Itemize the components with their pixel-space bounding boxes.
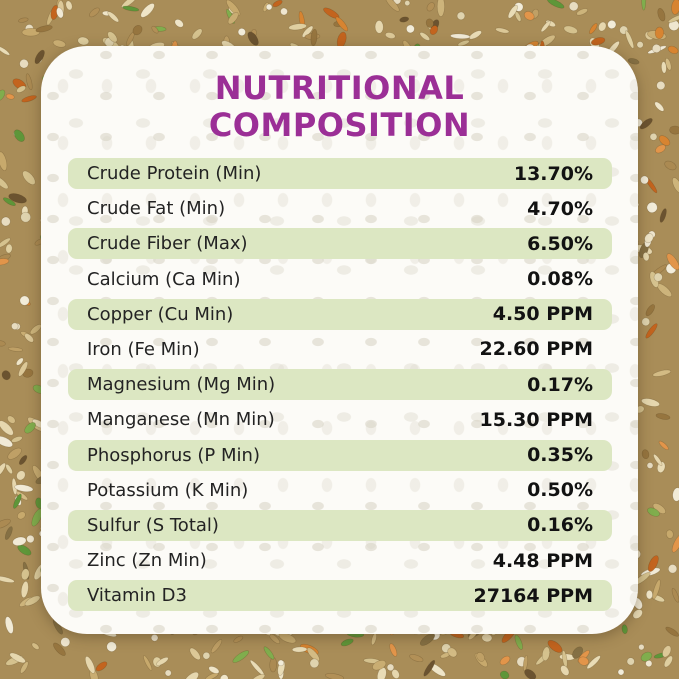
nutrient-value: 4.50 PPM (492, 303, 593, 326)
table-row: Magnesium (Mg Min) 0.17% (68, 369, 612, 401)
nutrient-label: Potassium (K Min) (87, 479, 249, 501)
nutrient-value: 6.50% (527, 232, 593, 255)
title-line-2: COMPOSITION (208, 106, 471, 144)
table-row: Manganese (Mn Min) 15.30 PPM (68, 404, 612, 435)
nutrient-label: Phosphorus (P Min) (87, 444, 260, 466)
nutrient-value: 0.50% (527, 479, 593, 502)
nutrition-card: NUTRITIONAL COMPOSITION Crude Protein (M… (41, 46, 638, 634)
nutrient-value: 4.70% (527, 197, 593, 220)
table-row: Copper (Cu Min) 4.50 PPM (68, 298, 612, 330)
table-row: Sulfur (S Total) 0.16% (68, 509, 612, 541)
nutrient-label: Calcium (Ca Min) (87, 268, 241, 290)
table-row: Vitamin D3 27164 PPM (68, 580, 612, 612)
nutrient-label: Crude Protein (Min) (87, 163, 262, 184)
nutrient-label: Magnesium (Mg Min) (87, 374, 276, 396)
nutrient-label: Manganese (Mn Min) (87, 409, 275, 431)
nutrition-table: Crude Protein (Min) 13.70% Crude Fat (Mi… (68, 158, 612, 612)
table-row: Crude Protein (Min) 13.70% (68, 158, 612, 189)
nutrient-value: 4.48 PPM (492, 549, 593, 572)
nutrient-label: Crude Fiber (Max) (87, 233, 248, 255)
nutrient-value: 27164 PPM (473, 584, 593, 607)
table-row: Potassium (K Min) 0.50% (68, 475, 612, 506)
table-row: Phosphorus (P Min) 0.35% (68, 439, 612, 471)
table-row: Iron (Fe Min) 22.60 PPM (68, 334, 612, 365)
nutrient-value: 0.08% (527, 268, 593, 291)
nutrient-label: Vitamin D3 (87, 585, 187, 607)
table-row: Zinc (Zn Min) 4.48 PPM (68, 545, 612, 576)
table-row: Crude Fiber (Max) 6.50% (68, 228, 612, 260)
title-line-1: NUTRITIONAL (214, 69, 465, 107)
nutrient-label: Crude Fat (Min) (87, 198, 226, 220)
nutrient-label: Iron (Fe Min) (87, 338, 200, 360)
table-row: Crude Fat (Min) 4.70% (68, 193, 612, 224)
nutrient-value: 22.60 PPM (479, 338, 593, 361)
nutrient-value: 0.17% (527, 373, 593, 396)
table-row: Calcium (Ca Min) 0.08% (68, 264, 612, 295)
nutrient-value: 13.70% (513, 162, 593, 185)
nutrient-label: Copper (Cu Min) (87, 303, 234, 325)
nutrient-value: 0.16% (527, 514, 593, 537)
page-title: NUTRITIONAL COMPOSITION (41, 70, 638, 144)
nutrient-label: Zinc (Zn Min) (87, 550, 207, 572)
nutrient-value: 15.30 PPM (479, 408, 593, 431)
nutrient-label: Sulfur (S Total) (87, 514, 219, 536)
nutrient-value: 0.35% (527, 444, 593, 466)
